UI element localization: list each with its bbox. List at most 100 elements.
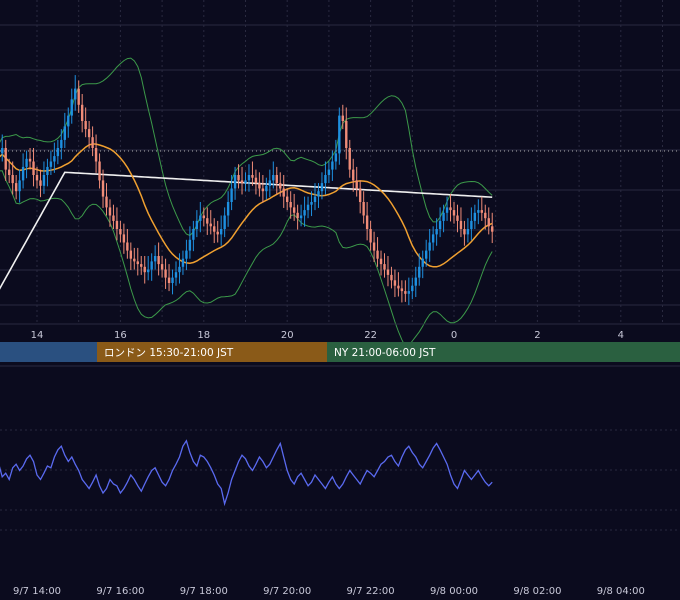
price-grid	[0, 24, 680, 306]
long-moving-average-line	[0, 171, 493, 290]
candle-body	[397, 285, 400, 289]
candle-body	[251, 175, 254, 178]
candle-body	[425, 250, 428, 259]
candle-body	[480, 210, 483, 213]
top-axis-tick-label: 2	[534, 330, 540, 341]
candle-body	[74, 88, 77, 100]
time-axis-datetime: 9/7 14:00 9/7 16:00 9/7 18:00 9/7 20:00 9/7 …	[13, 586, 645, 597]
candle-body	[188, 239, 192, 251]
time-axis-hours: 14 16 18 20 22 0 2 4	[31, 330, 624, 341]
candle-body	[119, 229, 122, 235]
candle-body	[299, 215, 303, 219]
top-axis-tick-label: 4	[618, 330, 624, 341]
candle-body	[261, 188, 265, 192]
top-axis-tick-label: 0	[451, 330, 457, 341]
candle-body	[1, 148, 4, 154]
candle-body	[174, 272, 178, 278]
oscillator-grid	[0, 429, 680, 531]
candle-body	[484, 212, 487, 219]
candle-body	[219, 229, 223, 235]
candle-body	[275, 175, 278, 184]
candle-body	[449, 207, 452, 211]
candlesticks	[1, 75, 494, 306]
candle-body	[80, 104, 84, 121]
candle-body	[226, 202, 230, 216]
candle-body	[42, 175, 46, 186]
candle-body	[452, 210, 456, 216]
session-ny	[327, 342, 680, 362]
candle-body	[77, 88, 80, 105]
candle-body	[199, 215, 202, 221]
candle-body	[258, 183, 261, 189]
candle-body	[244, 180, 247, 184]
candle-body	[418, 266, 421, 278]
candle-body	[216, 231, 219, 235]
candle-body	[383, 264, 386, 270]
candle-body	[317, 191, 320, 197]
candle-body	[431, 234, 435, 243]
candle-body	[108, 207, 112, 216]
candle-body	[60, 139, 63, 148]
candle-body	[230, 188, 233, 202]
session-london-label: ロンドン 15:30-21:00 JST	[104, 347, 234, 359]
candle-body	[171, 277, 174, 283]
candle-body	[438, 220, 442, 229]
candle-body	[70, 99, 73, 116]
candle-body	[386, 269, 390, 275]
candle-body	[390, 274, 393, 281]
candle-body	[185, 250, 188, 259]
candle-body	[372, 242, 376, 251]
candle-body	[147, 269, 150, 273]
candle-body	[195, 220, 199, 229]
candle-body	[428, 242, 431, 251]
candle-body	[63, 126, 66, 140]
candle-body	[8, 169, 11, 175]
candle-body	[338, 115, 341, 154]
candle-body	[192, 229, 195, 240]
candle-body	[115, 220, 119, 229]
candle-body	[310, 202, 313, 205]
candle-body	[303, 210, 306, 216]
candle-body	[84, 121, 87, 130]
candle-body	[49, 161, 53, 167]
candle-body	[421, 258, 424, 267]
candle-body	[324, 175, 327, 184]
candle-body	[32, 161, 35, 175]
candle-body	[407, 291, 411, 294]
candle-body	[470, 220, 473, 229]
candle-body	[477, 210, 480, 213]
candle-body	[411, 285, 414, 292]
bottom-axis-tick-label: 9/8 00:00	[430, 586, 478, 597]
bottom-axis-tick-label: 9/7 20:00	[263, 586, 311, 597]
candle-body	[4, 148, 7, 170]
candle-body	[67, 115, 70, 127]
candle-body	[459, 220, 463, 229]
candle-body	[272, 175, 275, 181]
candle-body	[369, 229, 372, 243]
top-axis-tick-label: 22	[364, 330, 377, 341]
candle-body	[153, 256, 157, 262]
candle-body	[393, 280, 397, 286]
candle-body	[247, 175, 251, 181]
candle-body	[140, 264, 143, 267]
candle-body	[157, 256, 160, 265]
candle-body	[491, 226, 494, 232]
top-axis-tick-label: 16	[114, 330, 127, 341]
candle-body	[136, 261, 139, 265]
candle-body	[105, 196, 108, 208]
price-pane	[0, 0, 680, 348]
bottom-axis-tick-label: 9/7 14:00	[13, 586, 61, 597]
candle-body	[25, 158, 28, 167]
top-axis-tick-label: 20	[281, 330, 294, 341]
candle-body	[445, 207, 449, 213]
candle-body	[240, 180, 244, 184]
candle-body	[56, 148, 60, 157]
candle-body	[150, 261, 153, 270]
candle-body	[213, 226, 216, 232]
candle-body	[164, 269, 167, 278]
candle-body	[365, 215, 369, 229]
bottom-axis-tick-label: 9/7 18:00	[180, 586, 228, 597]
candle-body	[463, 229, 466, 235]
candle-body	[341, 115, 344, 121]
session-tokyo	[0, 342, 97, 362]
